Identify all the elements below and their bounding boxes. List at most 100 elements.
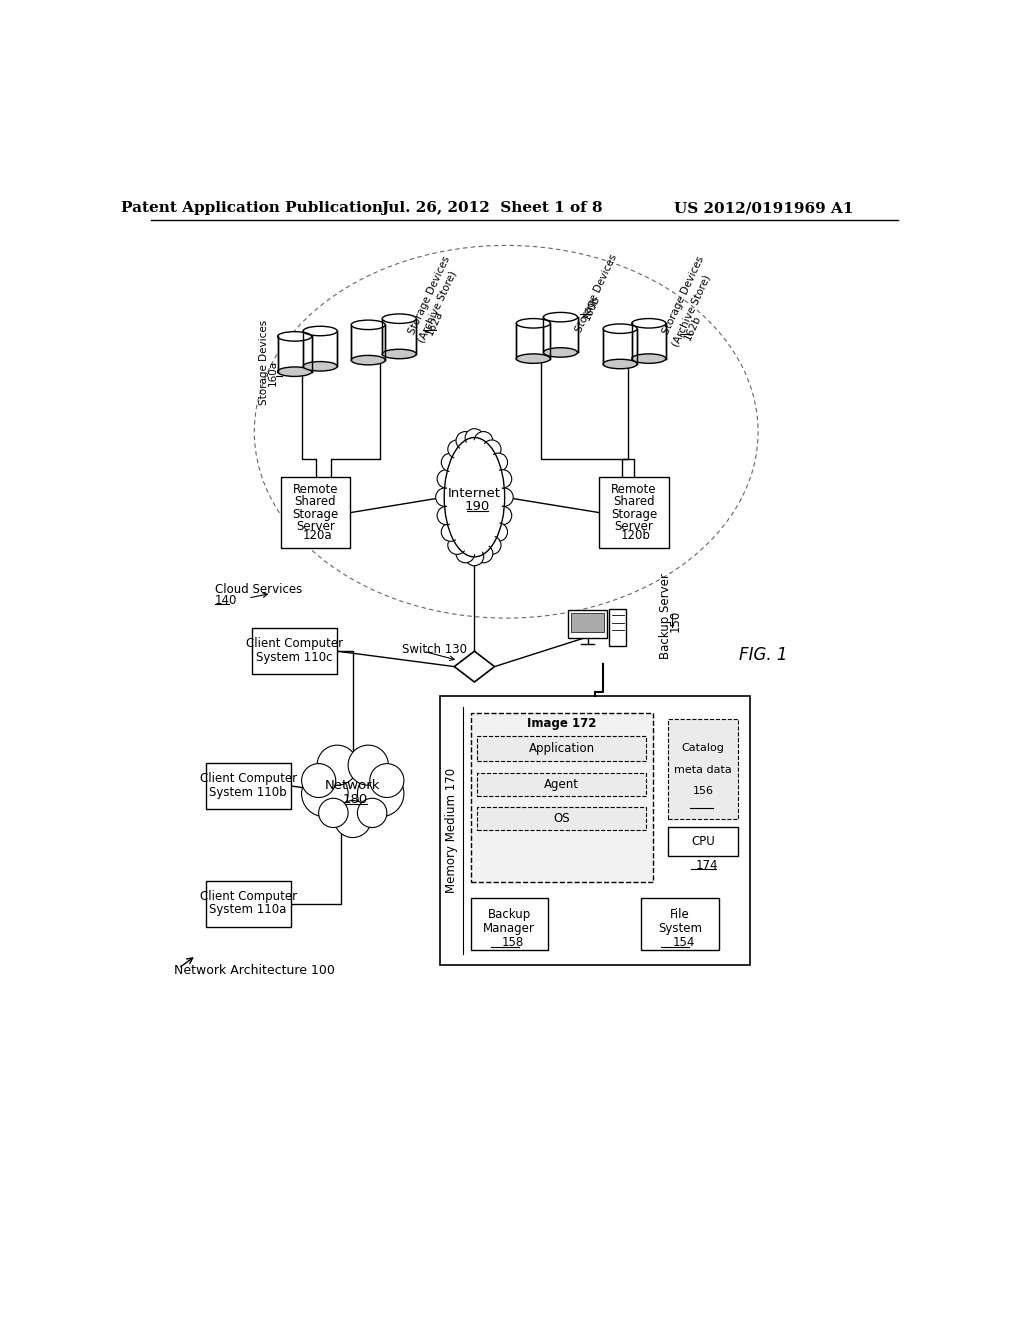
Polygon shape: [455, 651, 495, 682]
Circle shape: [302, 763, 336, 797]
Text: Client Computer: Client Computer: [200, 772, 297, 785]
Ellipse shape: [516, 354, 550, 363]
Bar: [471, 898, 548, 950]
Circle shape: [488, 523, 508, 541]
Text: FIG. 1: FIG. 1: [739, 645, 787, 664]
Text: 160b: 160b: [582, 294, 601, 322]
Text: Catalog: Catalog: [682, 743, 725, 754]
Text: 140: 140: [215, 594, 238, 607]
Circle shape: [488, 453, 508, 471]
Circle shape: [357, 799, 387, 828]
Text: Agent: Agent: [544, 777, 580, 791]
Text: 174: 174: [695, 859, 718, 871]
Circle shape: [456, 544, 475, 562]
Text: Network: Network: [325, 779, 381, 792]
Text: Storage Devices: Storage Devices: [662, 255, 707, 337]
Ellipse shape: [303, 362, 337, 371]
Text: meta data: meta data: [674, 764, 732, 775]
Text: Patent Application Publication: Patent Application Publication: [121, 202, 383, 215]
Bar: [206, 763, 291, 809]
Bar: [603, 329, 637, 364]
Text: Storage: Storage: [611, 508, 657, 520]
Text: 162a: 162a: [425, 309, 445, 337]
Circle shape: [447, 536, 466, 554]
Text: Jul. 26, 2012  Sheet 1 of 8: Jul. 26, 2012 Sheet 1 of 8: [381, 202, 603, 215]
Bar: [351, 325, 385, 360]
Circle shape: [334, 800, 372, 838]
Ellipse shape: [632, 318, 666, 329]
Text: US 2012/0191969 A1: US 2012/0191969 A1: [674, 202, 853, 215]
Bar: [382, 318, 417, 354]
Bar: [669, 826, 738, 857]
Text: Client Computer: Client Computer: [200, 890, 297, 903]
Ellipse shape: [278, 331, 311, 341]
Text: 156: 156: [692, 787, 714, 796]
Bar: [599, 477, 669, 548]
Text: Backup Server: Backup Server: [658, 574, 672, 660]
Circle shape: [370, 763, 403, 797]
Circle shape: [494, 507, 512, 525]
Bar: [609, 609, 627, 645]
Circle shape: [317, 744, 357, 785]
Text: Remote: Remote: [293, 483, 338, 496]
Bar: [544, 317, 578, 352]
Text: System: System: [657, 921, 701, 935]
Circle shape: [494, 470, 512, 488]
Text: Server: Server: [296, 520, 335, 533]
Circle shape: [437, 507, 456, 525]
Ellipse shape: [446, 441, 503, 554]
Bar: [571, 614, 604, 632]
Bar: [641, 898, 719, 950]
Bar: [206, 880, 291, 927]
Ellipse shape: [516, 318, 550, 329]
Text: Backup: Backup: [487, 908, 530, 921]
Circle shape: [441, 523, 460, 541]
Circle shape: [357, 771, 403, 817]
Text: Image 172: Image 172: [527, 717, 596, 730]
Text: Memory Medium 170: Memory Medium 170: [445, 768, 459, 894]
Ellipse shape: [303, 326, 337, 335]
Circle shape: [474, 544, 493, 562]
Bar: [303, 331, 337, 367]
Text: Remote: Remote: [611, 483, 656, 496]
Circle shape: [321, 758, 385, 822]
Bar: [278, 337, 311, 372]
Ellipse shape: [351, 355, 385, 364]
Text: (Archive Store): (Archive Store): [671, 273, 713, 348]
Bar: [568, 610, 607, 638]
Text: 158: 158: [502, 936, 524, 949]
Text: File: File: [670, 908, 690, 921]
Bar: [477, 737, 646, 760]
Circle shape: [348, 744, 388, 785]
Text: Manager: Manager: [483, 921, 536, 935]
Bar: [516, 323, 550, 359]
Ellipse shape: [382, 350, 417, 359]
Text: Switch 130: Switch 130: [401, 643, 467, 656]
Ellipse shape: [603, 323, 637, 334]
Text: Shared: Shared: [613, 495, 655, 508]
Text: (Archive Store): (Archive Store): [417, 269, 459, 345]
Text: CPU: CPU: [691, 834, 715, 847]
Circle shape: [302, 771, 348, 817]
Text: Cloud Services: Cloud Services: [215, 583, 302, 597]
Text: 150: 150: [669, 610, 682, 631]
Circle shape: [447, 440, 466, 458]
Bar: [252, 628, 337, 675]
Ellipse shape: [382, 314, 417, 323]
Circle shape: [441, 453, 460, 471]
Ellipse shape: [278, 367, 311, 376]
Text: Storage Devices: Storage Devices: [259, 319, 268, 405]
Bar: [669, 719, 738, 818]
Bar: [439, 696, 750, 965]
Circle shape: [465, 548, 483, 566]
Circle shape: [435, 488, 455, 507]
Circle shape: [482, 536, 501, 554]
Ellipse shape: [603, 359, 637, 368]
Bar: [477, 774, 646, 796]
Circle shape: [474, 432, 493, 450]
Text: 120a: 120a: [302, 529, 332, 543]
Circle shape: [437, 470, 456, 488]
Bar: [632, 323, 666, 359]
Circle shape: [318, 799, 348, 828]
Text: 162b: 162b: [682, 314, 702, 342]
